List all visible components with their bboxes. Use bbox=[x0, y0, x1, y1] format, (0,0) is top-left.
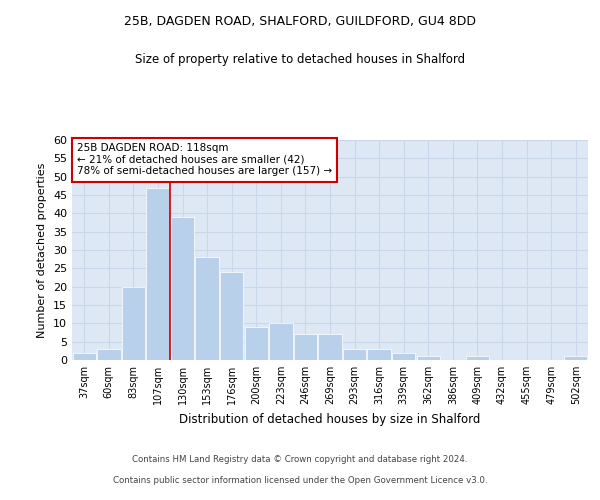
Bar bbox=[319, 334, 341, 360]
Text: Contains HM Land Registry data © Crown copyright and database right 2024.: Contains HM Land Registry data © Crown c… bbox=[132, 455, 468, 464]
Bar bbox=[416, 356, 440, 360]
Bar bbox=[220, 272, 244, 360]
Bar bbox=[564, 356, 587, 360]
Bar bbox=[294, 334, 317, 360]
Bar bbox=[97, 349, 121, 360]
Y-axis label: Number of detached properties: Number of detached properties bbox=[37, 162, 47, 338]
Bar bbox=[146, 188, 170, 360]
Bar bbox=[73, 352, 96, 360]
Bar bbox=[392, 352, 415, 360]
Text: Contains public sector information licensed under the Open Government Licence v3: Contains public sector information licen… bbox=[113, 476, 487, 485]
Bar bbox=[367, 349, 391, 360]
X-axis label: Distribution of detached houses by size in Shalford: Distribution of detached houses by size … bbox=[179, 412, 481, 426]
Bar bbox=[269, 324, 293, 360]
Bar bbox=[343, 349, 366, 360]
Bar bbox=[245, 327, 268, 360]
Bar bbox=[196, 258, 219, 360]
Bar bbox=[466, 356, 489, 360]
Text: Size of property relative to detached houses in Shalford: Size of property relative to detached ho… bbox=[135, 52, 465, 66]
Text: 25B DAGDEN ROAD: 118sqm
← 21% of detached houses are smaller (42)
78% of semi-de: 25B DAGDEN ROAD: 118sqm ← 21% of detache… bbox=[77, 144, 332, 176]
Bar bbox=[171, 217, 194, 360]
Bar bbox=[122, 286, 145, 360]
Text: 25B, DAGDEN ROAD, SHALFORD, GUILDFORD, GU4 8DD: 25B, DAGDEN ROAD, SHALFORD, GUILDFORD, G… bbox=[124, 15, 476, 28]
